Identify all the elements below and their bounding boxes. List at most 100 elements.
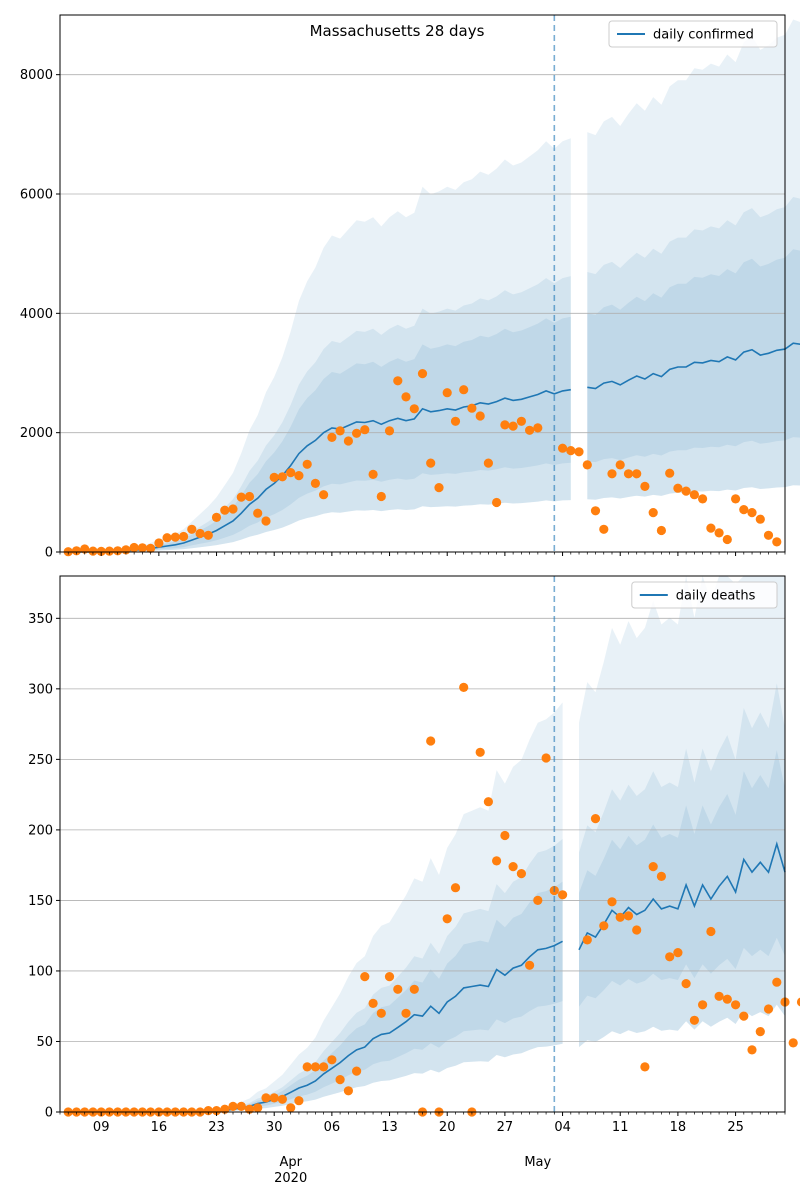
data-point xyxy=(516,869,527,879)
data-point xyxy=(739,1011,749,1021)
data-point xyxy=(590,506,601,516)
data-point xyxy=(401,1008,411,1018)
data-point xyxy=(706,523,716,533)
data-point xyxy=(376,491,386,502)
data-point xyxy=(195,528,205,539)
data-point xyxy=(508,421,518,431)
data-point xyxy=(566,446,576,456)
legend-label: daily deaths xyxy=(676,589,756,604)
x-tick-label: 23 xyxy=(208,1120,225,1135)
data-point xyxy=(442,914,452,924)
data-point xyxy=(220,505,230,515)
data-point xyxy=(722,534,732,545)
confirmed-frame xyxy=(59,14,786,553)
deaths-x-ticks xyxy=(59,1112,786,1116)
data-point xyxy=(640,1062,650,1072)
data-point xyxy=(459,385,469,395)
x-tick-label: 06 xyxy=(324,1120,341,1135)
data-point xyxy=(269,1093,279,1103)
uncertainty-band-2 xyxy=(579,750,785,1007)
data-point xyxy=(352,428,362,438)
data-point xyxy=(261,1093,271,1103)
data-point xyxy=(525,425,535,435)
confirmed-legend: daily confirmed xyxy=(608,20,778,48)
data-point xyxy=(384,972,395,982)
data-point xyxy=(360,425,370,435)
data-point xyxy=(689,1015,700,1025)
uncertainty-band-0 xyxy=(587,19,800,500)
y-tick-label: 100 xyxy=(28,964,53,979)
x-tick-label: 27 xyxy=(497,1120,514,1135)
confirmed-points xyxy=(63,369,782,557)
data-point xyxy=(442,388,452,398)
x-tick-label: 30 xyxy=(266,1120,283,1135)
data-point xyxy=(162,533,172,543)
data-point xyxy=(113,546,123,556)
data-point xyxy=(739,505,749,515)
data-point xyxy=(129,542,139,553)
data-point xyxy=(615,912,625,922)
y-tick-label: 250 xyxy=(28,753,53,768)
data-point xyxy=(368,469,378,479)
data-point xyxy=(722,994,732,1004)
y-tick-label: 200 xyxy=(28,823,53,838)
data-point xyxy=(582,460,592,470)
uncertainty-band-2 xyxy=(76,316,571,552)
data-point xyxy=(393,376,403,386)
data-point xyxy=(434,483,444,493)
data-point xyxy=(755,1027,765,1037)
data-point xyxy=(104,546,114,556)
data-point xyxy=(500,420,510,430)
x-tick-label: 11 xyxy=(612,1120,629,1135)
data-point xyxy=(475,747,485,757)
data-point xyxy=(623,911,634,921)
data-point xyxy=(763,530,774,540)
data-point xyxy=(673,483,683,493)
data-point xyxy=(277,472,287,482)
data-point xyxy=(599,921,609,931)
y-tick-label: 4000 xyxy=(20,307,53,322)
x-tick-label: 25 xyxy=(727,1120,744,1135)
y-tick-label: 50 xyxy=(36,1035,53,1050)
data-point xyxy=(541,753,551,763)
y-tick-label: 2000 xyxy=(20,426,53,441)
data-point xyxy=(236,1101,246,1111)
data-point xyxy=(253,508,263,518)
data-point xyxy=(533,895,543,906)
chart-title: Massachusetts 28 days xyxy=(310,22,485,40)
data-point xyxy=(459,682,469,693)
data-point xyxy=(319,1062,329,1072)
data-point xyxy=(368,998,378,1009)
uncertainty-band-1 xyxy=(579,683,785,1048)
data-point xyxy=(80,544,90,554)
data-point xyxy=(533,423,543,433)
y-tick-label: 6000 xyxy=(20,188,53,203)
data-point xyxy=(417,369,428,379)
data-point xyxy=(615,460,625,470)
deaths-legend: daily deaths xyxy=(631,581,778,609)
data-point xyxy=(665,952,675,962)
data-point xyxy=(236,492,246,502)
data-point xyxy=(574,447,584,457)
data-point xyxy=(261,516,271,526)
data-point xyxy=(302,1062,312,1072)
data-point xyxy=(294,471,304,481)
legend-box xyxy=(631,581,778,609)
data-point xyxy=(599,524,609,534)
data-point xyxy=(211,512,222,523)
data-point xyxy=(755,514,765,524)
data-point xyxy=(731,494,741,504)
y-tick-label: 350 xyxy=(28,612,53,627)
data-point xyxy=(763,1004,774,1014)
data-point xyxy=(731,1000,741,1010)
data-point xyxy=(648,507,658,518)
data-point xyxy=(286,1103,296,1113)
data-point xyxy=(426,458,436,468)
data-point xyxy=(211,1106,222,1116)
y-tick-label: 0 xyxy=(45,1106,53,1121)
data-point xyxy=(203,530,213,540)
month-label: Apr xyxy=(279,1155,302,1170)
data-point xyxy=(244,491,255,502)
